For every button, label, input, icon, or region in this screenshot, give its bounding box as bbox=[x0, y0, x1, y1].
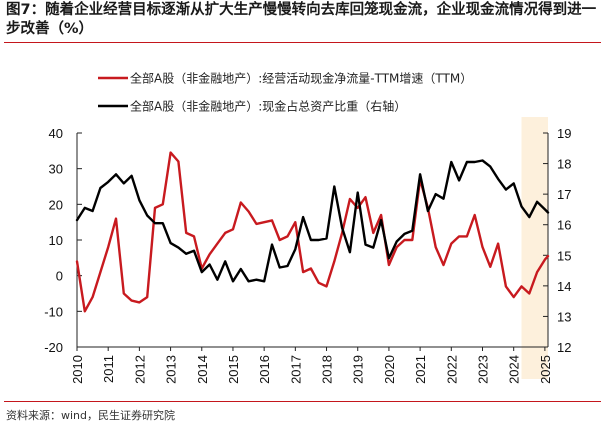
series-layer bbox=[75, 151, 550, 313]
left-tick-label: 0 bbox=[56, 269, 63, 284]
x-tick-label: 2016 bbox=[257, 355, 272, 384]
x-tick-label: 2023 bbox=[475, 355, 490, 384]
highlight-region bbox=[521, 117, 548, 379]
right-axis-ticks: 12 13 14 15 16 17 18 19 bbox=[543, 126, 571, 355]
left-tick-label: 10 bbox=[49, 233, 63, 248]
right-tick-label: 19 bbox=[557, 126, 571, 141]
x-tick-label: 2025 bbox=[538, 355, 553, 384]
left-tick-label: 30 bbox=[49, 162, 63, 177]
right-tick-label: 17 bbox=[557, 187, 571, 202]
figure-title: 图7：随着企业经营目标逐渐从扩大生产慢慢转向去库回笼现金流，企业现金流情况得到进… bbox=[6, 2, 597, 37]
left-tick-label: -20 bbox=[44, 340, 63, 355]
left-tick-label: 20 bbox=[49, 197, 63, 212]
x-tick-label: 2019 bbox=[351, 355, 366, 384]
right-tick-label: 16 bbox=[557, 218, 571, 233]
left-tick-label: 40 bbox=[49, 126, 63, 141]
x-tick-label: 2022 bbox=[444, 355, 459, 384]
right-tick-label: 12 bbox=[557, 340, 571, 355]
x-tick-label: 2020 bbox=[382, 355, 397, 384]
legend-label-cashflow-growth: 全部A股（非金融地产）:经营活动现金净流量-TTM增速（TTM） bbox=[130, 71, 472, 86]
x-tick-label: 2013 bbox=[164, 355, 179, 384]
series-line-cash-ratio bbox=[75, 159, 550, 283]
x-tick-label: 2018 bbox=[320, 355, 335, 384]
right-tick-label: 14 bbox=[557, 279, 571, 294]
series-line-cashflow-growth bbox=[75, 151, 550, 313]
title-divider bbox=[4, 42, 601, 43]
x-tick-label: 2014 bbox=[195, 355, 210, 384]
legend: 全部A股（非金融地产）:经营活动现金净流量-TTM增速（TTM） 全部A股（非金… bbox=[98, 71, 472, 114]
x-tick-label: 2015 bbox=[226, 355, 241, 384]
x-axis-ticks: 2010 2011 2012 2013 2014 2015 2016 2017 2018 2019… bbox=[70, 347, 553, 384]
x-tick-label: 2024 bbox=[507, 355, 522, 384]
left-tick-label: -10 bbox=[44, 304, 63, 319]
right-tick-label: 18 bbox=[557, 157, 571, 172]
source-divider bbox=[4, 401, 601, 402]
x-tick-label: 2011 bbox=[101, 355, 116, 383]
source-note: 资料来源：wind，民生证券研究院 bbox=[6, 409, 176, 422]
x-tick-label: 2012 bbox=[132, 355, 147, 384]
right-tick-label: 13 bbox=[557, 309, 571, 324]
x-tick-label: 2021 bbox=[413, 355, 428, 384]
x-tick-label: 2010 bbox=[70, 355, 85, 384]
legend-label-cash-ratio: 全部A股（非金融地产）:现金占总资产比重（右轴） bbox=[130, 99, 406, 114]
x-tick-label: 2017 bbox=[288, 355, 303, 384]
left-axis-ticks: -20 -10 0 10 20 30 40 bbox=[44, 126, 82, 355]
right-tick-label: 15 bbox=[557, 248, 571, 263]
